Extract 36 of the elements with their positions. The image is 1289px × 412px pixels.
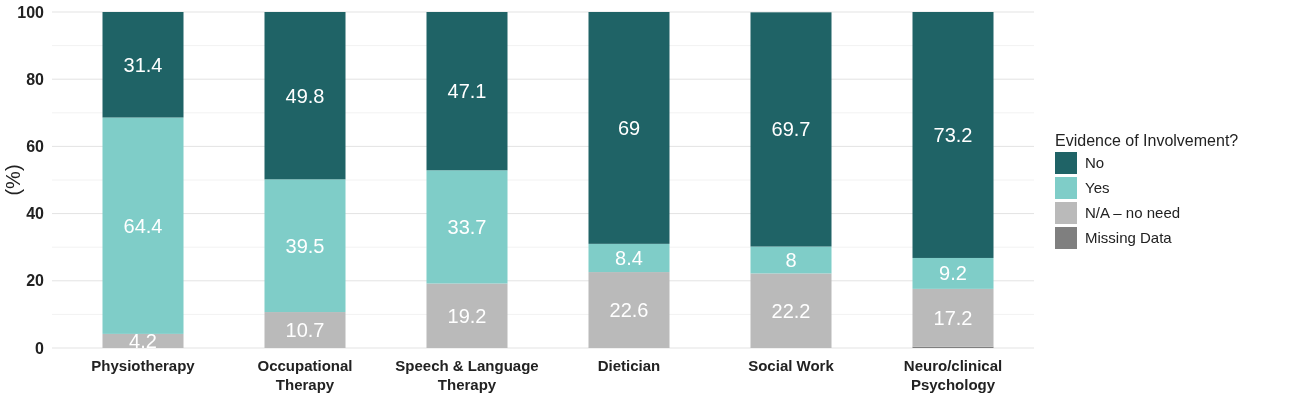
x-tick-label: Neuro/clinical Psychology bbox=[903, 357, 1003, 393]
data-label: 8.4 bbox=[615, 246, 643, 269]
legend-label: Yes bbox=[1085, 179, 1110, 197]
data-label: 19.2 bbox=[447, 304, 487, 327]
data-label: 8 bbox=[785, 248, 797, 271]
y-tick-label: 100 bbox=[17, 3, 45, 21]
x-tick-label: Social Work bbox=[748, 357, 835, 374]
legend-label: N/A – no need bbox=[1085, 204, 1181, 222]
x-tick-label: Occupational Therapy bbox=[257, 357, 353, 393]
data-label: 49.8 bbox=[285, 84, 325, 107]
data-label: 17.2 bbox=[933, 306, 973, 329]
x-tick-label: Physiotherapy bbox=[91, 357, 196, 374]
y-axis-title: (%) bbox=[2, 164, 24, 196]
data-label: 69 bbox=[617, 116, 641, 139]
y-tick-label: 20 bbox=[26, 272, 45, 290]
data-label: 33.7 bbox=[447, 215, 487, 238]
data-label: 22.2 bbox=[771, 299, 811, 322]
data-label: 73.2 bbox=[933, 123, 973, 146]
x-tick-label: Dietician bbox=[597, 357, 661, 374]
y-tick-label: 80 bbox=[26, 70, 45, 88]
y-tick-label: 40 bbox=[26, 205, 45, 223]
y-tick-label: 0 bbox=[35, 339, 45, 357]
data-label: 47.1 bbox=[447, 80, 487, 103]
data-label: 10.7 bbox=[285, 319, 325, 342]
legend-title: Evidence of Involvement? bbox=[1055, 132, 1239, 149]
data-label: 4.2 bbox=[129, 329, 157, 352]
data-label: 64.4 bbox=[123, 214, 163, 237]
data-label: 9.2 bbox=[939, 262, 967, 285]
legend-label: No bbox=[1085, 154, 1105, 172]
data-label: 22.6 bbox=[609, 299, 649, 322]
data-label: 39.5 bbox=[285, 234, 325, 257]
data-label: 69.7 bbox=[771, 118, 811, 141]
y-tick-label: 60 bbox=[26, 138, 45, 155]
data-label: 31.4 bbox=[123, 53, 163, 76]
legend-label: Missing Data bbox=[1085, 229, 1173, 247]
x-tick-label: Speech & Language Therapy bbox=[395, 357, 539, 393]
